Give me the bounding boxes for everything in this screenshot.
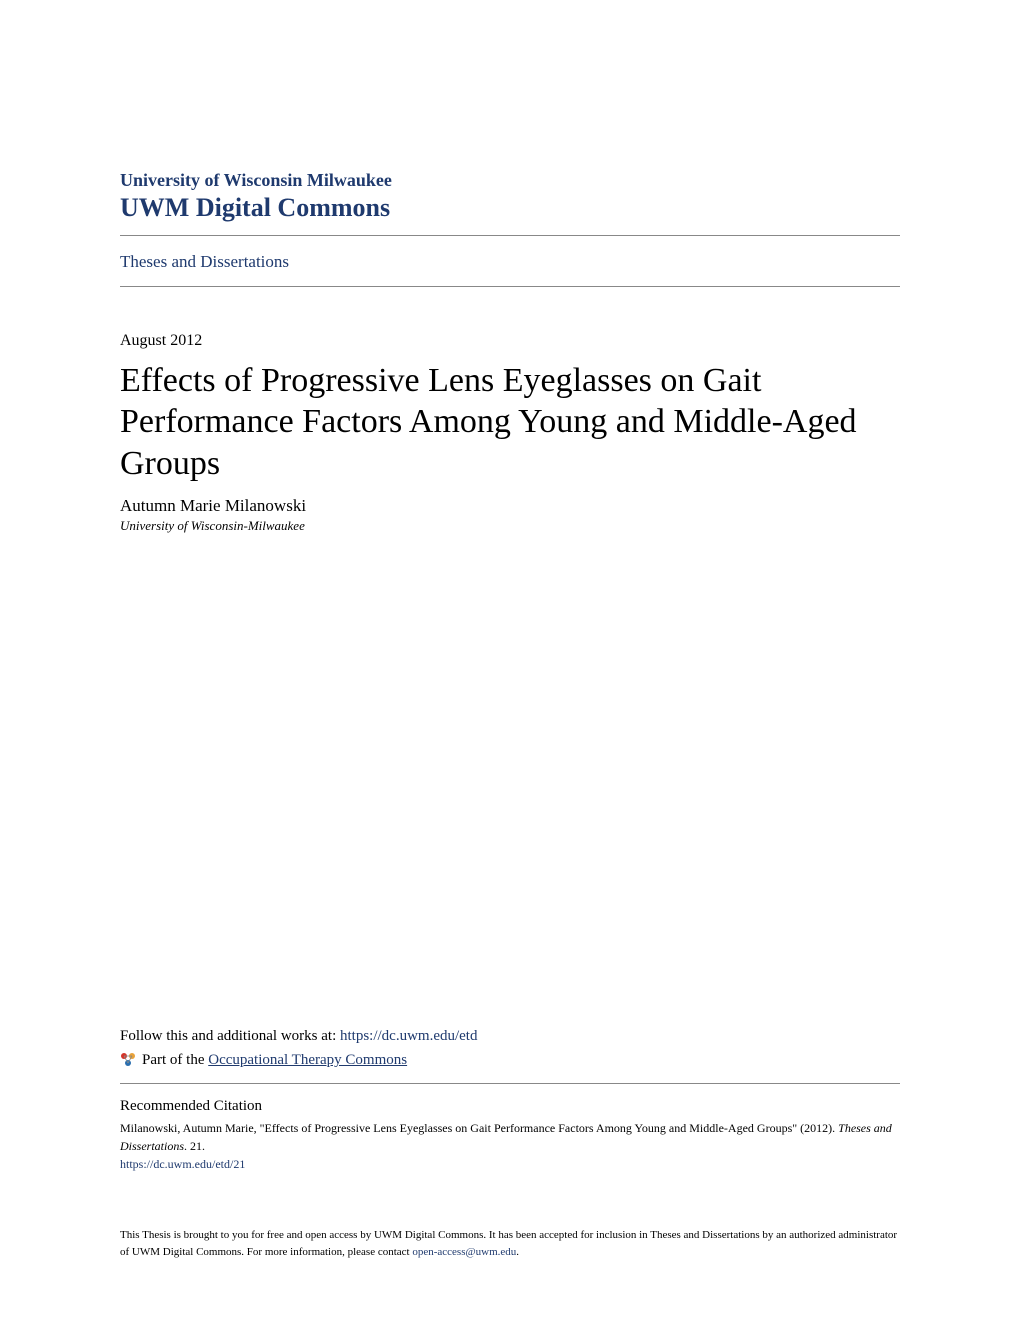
citation-text-before: Milanowski, Autumn Marie, "Effects of Pr… (120, 1121, 838, 1135)
part-of-wrapper: Part of the Occupational Therapy Commons (142, 1051, 407, 1069)
footer-text-after: . (516, 1246, 519, 1258)
author-affiliation: University of Wisconsin-Milwaukee (120, 518, 900, 534)
date-section: August 2012 (120, 332, 900, 350)
footer-section: This Thesis is brought to you for free a… (120, 1227, 900, 1260)
university-name[interactable]: University of Wisconsin Milwaukee (120, 170, 900, 191)
collection-link[interactable]: Theses and Dissertations (120, 252, 289, 271)
footer-contact-link[interactable]: open-access@uwm.edu (412, 1246, 516, 1258)
commons-network-icon (120, 1052, 136, 1068)
follow-url-link[interactable]: https://dc.uwm.edu/etd (340, 1028, 477, 1044)
publication-date: August 2012 (120, 332, 900, 350)
citation-text: Milanowski, Autumn Marie, "Effects of Pr… (120, 1119, 900, 1155)
citation-url-link[interactable]: https://dc.uwm.edu/etd/21 (120, 1157, 900, 1172)
citation-heading: Recommended Citation (120, 1098, 900, 1115)
commons-link[interactable]: Occupational Therapy Commons (208, 1052, 407, 1068)
page-container: University of Wisconsin Milwaukee UWM Di… (0, 0, 1020, 1320)
follow-label: Follow this and additional works at: (120, 1028, 340, 1044)
citation-section: Recommended Citation Milanowski, Autumn … (120, 1084, 900, 1172)
title-section: Effects of Progressive Lens Eyeglasses o… (120, 360, 900, 484)
author-name: Autumn Marie Milanowski (120, 496, 900, 516)
paper-title: Effects of Progressive Lens Eyeglasses o… (120, 360, 900, 484)
part-of-line: Part of the Occupational Therapy Commons (120, 1051, 900, 1069)
collection-section: Theses and Dissertations (120, 236, 900, 287)
author-section: Autumn Marie Milanowski University of Wi… (120, 496, 900, 534)
follow-section: Follow this and additional works at: htt… (120, 1027, 900, 1084)
repository-name[interactable]: UWM Digital Commons (120, 193, 900, 223)
spacer (120, 534, 900, 1027)
part-of-label: Part of the (142, 1052, 208, 1068)
follow-line: Follow this and additional works at: htt… (120, 1027, 900, 1045)
footer-text: This Thesis is brought to you for free a… (120, 1227, 900, 1260)
header-section: University of Wisconsin Milwaukee UWM Di… (120, 170, 900, 236)
citation-text-after: . 21. (184, 1139, 205, 1153)
